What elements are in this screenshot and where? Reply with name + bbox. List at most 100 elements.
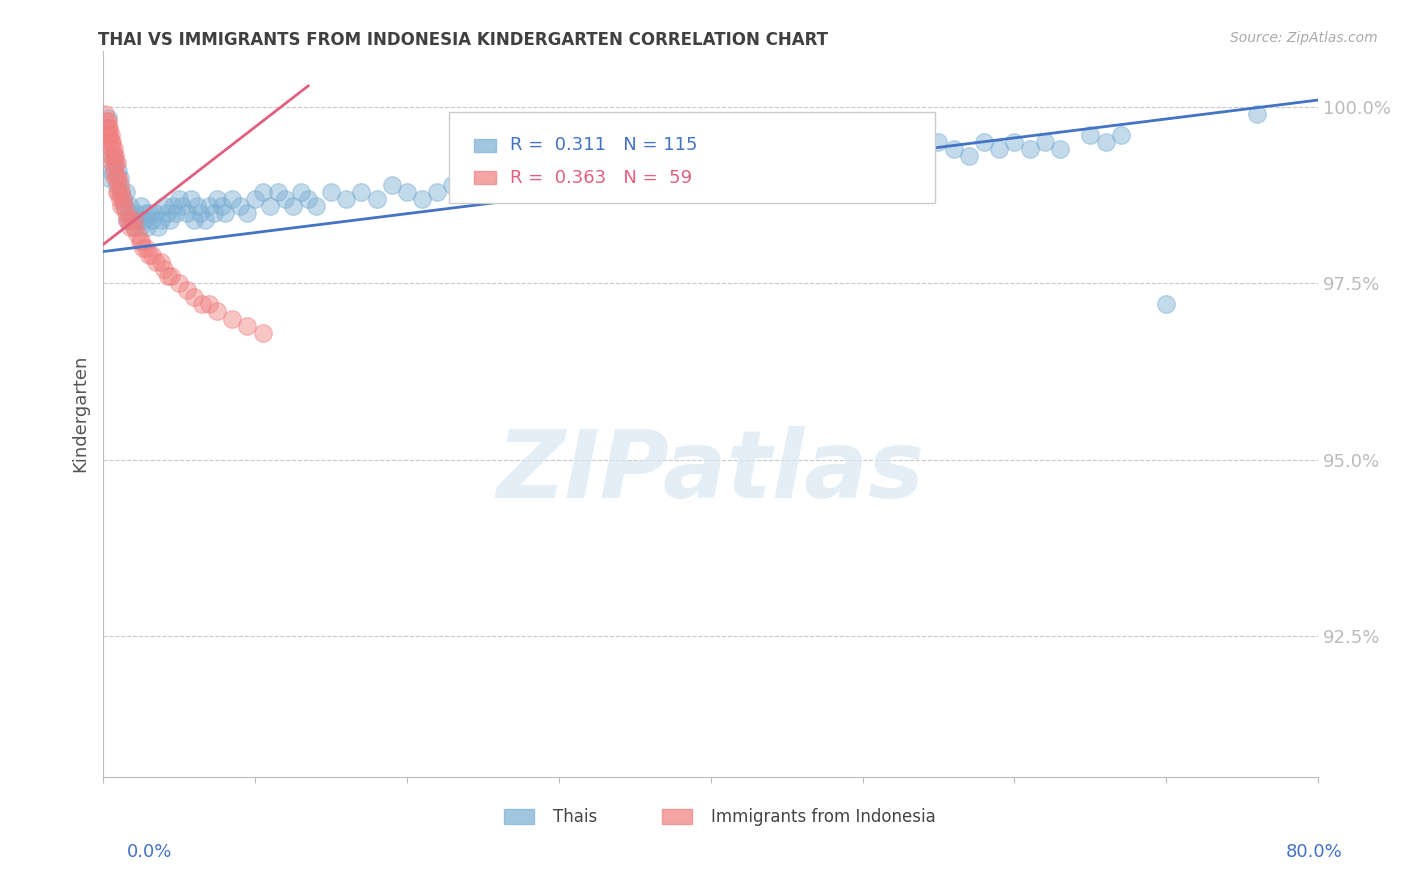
- Point: [101, 136, 124, 150]
- Point: [188, 206, 211, 220]
- Point: [562, 178, 585, 192]
- Point: [121, 212, 143, 227]
- Point: [98, 128, 121, 143]
- Point: [198, 199, 221, 213]
- Point: [162, 199, 184, 213]
- Point: [120, 219, 142, 234]
- Point: [118, 206, 141, 220]
- Point: [125, 212, 148, 227]
- Point: [104, 149, 127, 163]
- Point: [973, 136, 995, 150]
- Point: [129, 234, 152, 248]
- Point: [638, 156, 661, 170]
- Point: [685, 156, 707, 170]
- Point: [115, 206, 138, 220]
- Point: [267, 185, 290, 199]
- Point: [745, 156, 768, 170]
- Point: [1246, 107, 1268, 121]
- Point: [202, 206, 225, 220]
- Point: [141, 212, 163, 227]
- Point: [319, 185, 342, 199]
- Point: [110, 185, 132, 199]
- Point: [104, 156, 127, 170]
- Point: [912, 149, 935, 163]
- Point: [578, 163, 600, 178]
- Point: [533, 163, 555, 178]
- Point: [547, 170, 569, 185]
- Point: [153, 199, 176, 213]
- Point: [183, 212, 205, 227]
- Point: [96, 114, 118, 128]
- Point: [122, 219, 145, 234]
- Point: [125, 227, 148, 241]
- Point: [135, 241, 157, 255]
- Point: [183, 290, 205, 304]
- Point: [100, 128, 122, 143]
- Point: [305, 199, 328, 213]
- Point: [101, 149, 124, 163]
- Point: [107, 163, 129, 178]
- Text: 80.0%: 80.0%: [1286, 843, 1343, 861]
- Point: [790, 149, 813, 163]
- Point: [122, 219, 145, 234]
- Point: [103, 163, 125, 178]
- FancyBboxPatch shape: [662, 809, 692, 824]
- Point: [1078, 128, 1101, 143]
- Point: [111, 192, 134, 206]
- Point: [98, 121, 121, 136]
- Point: [426, 185, 449, 199]
- Point: [105, 156, 128, 170]
- Point: [112, 199, 135, 213]
- Point: [104, 156, 127, 170]
- Point: [110, 199, 132, 213]
- Point: [457, 185, 479, 199]
- Point: [297, 192, 319, 206]
- Point: [149, 212, 172, 227]
- Point: [335, 192, 357, 206]
- Point: [128, 219, 150, 234]
- Point: [143, 206, 166, 220]
- Point: [243, 192, 266, 206]
- Point: [441, 178, 464, 192]
- Point: [395, 185, 418, 199]
- Point: [167, 277, 190, 291]
- Point: [194, 212, 217, 227]
- Point: [141, 248, 163, 262]
- Point: [486, 170, 509, 185]
- Point: [927, 136, 949, 150]
- Point: [229, 199, 252, 213]
- Point: [100, 163, 122, 178]
- FancyBboxPatch shape: [505, 809, 534, 824]
- Point: [176, 206, 198, 220]
- Point: [93, 107, 115, 121]
- Point: [97, 128, 120, 143]
- Point: [1154, 297, 1177, 311]
- Point: [942, 142, 965, 156]
- Text: R =  0.363   N =  59: R = 0.363 N = 59: [510, 169, 692, 186]
- Point: [165, 206, 187, 220]
- Point: [108, 178, 131, 192]
- Point: [104, 170, 127, 185]
- Point: [157, 269, 180, 284]
- Point: [128, 234, 150, 248]
- Point: [108, 170, 131, 185]
- Point: [1033, 136, 1056, 150]
- Point: [366, 192, 388, 206]
- Point: [517, 170, 540, 185]
- Point: [221, 311, 243, 326]
- Point: [131, 212, 153, 227]
- FancyBboxPatch shape: [474, 171, 495, 185]
- Point: [96, 121, 118, 136]
- Point: [98, 136, 121, 150]
- Point: [108, 192, 131, 206]
- Text: ZIPatlas: ZIPatlas: [496, 425, 925, 517]
- Point: [105, 178, 128, 192]
- Point: [118, 212, 141, 227]
- Point: [259, 199, 281, 213]
- Point: [149, 255, 172, 269]
- Point: [1018, 142, 1040, 156]
- Point: [97, 111, 120, 125]
- Point: [111, 192, 134, 206]
- Point: [699, 163, 721, 178]
- Point: [124, 206, 146, 220]
